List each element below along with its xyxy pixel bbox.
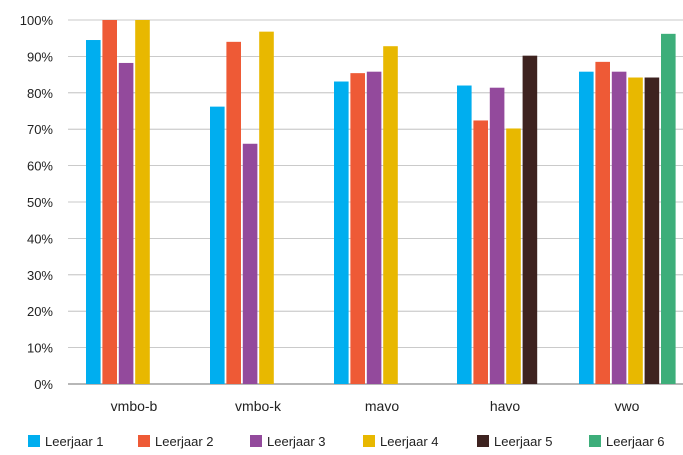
- bar-vmbo-k-leerjaar-4: [259, 31, 274, 384]
- bar-havo-leerjaar-3: [489, 87, 505, 384]
- bar-vwo-leerjaar-5: [644, 77, 660, 385]
- legend-label: Leerjaar 2: [155, 434, 214, 449]
- legend-label: Leerjaar 4: [380, 434, 439, 449]
- bar-vwo-leerjaar-2: [595, 61, 610, 385]
- bar-mavo-leerjaar-1: [334, 81, 349, 385]
- y-tick-label: 80%: [27, 86, 53, 101]
- bar-vwo-leerjaar-3: [611, 71, 627, 385]
- bar-havo-leerjaar-1: [457, 85, 472, 385]
- bar-havo-leerjaar-5: [522, 55, 538, 385]
- legend-swatch: [477, 435, 489, 447]
- y-tick-label: 90%: [27, 49, 53, 64]
- legend-swatch: [138, 435, 150, 447]
- bar-vmbo-b-leerjaar-4: [135, 20, 150, 384]
- y-axis-tick-labels: 0% 10% 20% 30% 40% 50% 60% 70% 80% 90% 100%: [20, 13, 54, 392]
- bar-vwo-leerjaar-1: [579, 71, 594, 385]
- y-tick-label: 40%: [27, 231, 53, 246]
- legend: Leerjaar 1 Leerjaar 2 Leerjaar 3 Leerjaar 4…: [28, 434, 665, 449]
- legend-item: Leerjaar 1: [28, 434, 104, 449]
- y-tick-label: 50%: [27, 195, 53, 210]
- legend-label: Leerjaar 6: [606, 434, 665, 449]
- legend-item: Leerjaar 4: [363, 434, 439, 449]
- y-tick-label: 20%: [27, 304, 53, 319]
- bar-vmbo-b-leerjaar-1: [86, 40, 101, 385]
- bar-havo-leerjaar-2: [473, 120, 488, 385]
- legend-item: Leerjaar 6: [589, 434, 665, 449]
- x-category-label: vwo: [615, 398, 640, 414]
- bar-mavo-leerjaar-4: [383, 46, 398, 384]
- y-tick-label: 60%: [27, 159, 53, 174]
- bar-vwo-leerjaar-6: [661, 33, 676, 384]
- legend-swatch: [28, 435, 40, 447]
- legend-swatch: [589, 435, 601, 447]
- x-axis-category-labels: vmbo-b vmbo-k mavo havo vwo: [111, 398, 640, 414]
- legend-label: Leerjaar 5: [494, 434, 553, 449]
- y-tick-label: 70%: [27, 122, 53, 137]
- legend-label: Leerjaar 1: [45, 434, 104, 449]
- bar-mavo-leerjaar-3: [366, 71, 382, 385]
- y-tick-label: 100%: [20, 13, 54, 28]
- y-tick-label: 30%: [27, 268, 53, 283]
- legend-label: Leerjaar 3: [267, 434, 326, 449]
- bar-vmbo-b-leerjaar-3: [118, 62, 134, 385]
- y-tick-label: 0%: [34, 377, 53, 392]
- x-category-label: mavo: [365, 398, 399, 414]
- legend-swatch: [363, 435, 375, 447]
- x-category-label: vmbo-k: [235, 398, 282, 414]
- legend-item: Leerjaar 2: [138, 434, 214, 449]
- bar-mavo-leerjaar-2: [350, 73, 365, 385]
- bar-vmbo-b-leerjaar-2: [102, 20, 117, 384]
- y-tick-label: 10%: [27, 341, 53, 356]
- legend-item: Leerjaar 3: [250, 434, 326, 449]
- bar-vmbo-k-leerjaar-1: [210, 106, 225, 384]
- legend-item: Leerjaar 5: [477, 434, 553, 449]
- bar-vmbo-k-leerjaar-2: [226, 41, 241, 385]
- legend-swatch: [250, 435, 262, 447]
- bars: [86, 20, 676, 385]
- bar-havo-leerjaar-4: [506, 128, 521, 384]
- x-category-label: vmbo-b: [111, 398, 158, 414]
- bar-vmbo-k-leerjaar-3: [242, 143, 258, 384]
- bar-vwo-leerjaar-4: [628, 77, 643, 385]
- x-category-label: havo: [490, 398, 521, 414]
